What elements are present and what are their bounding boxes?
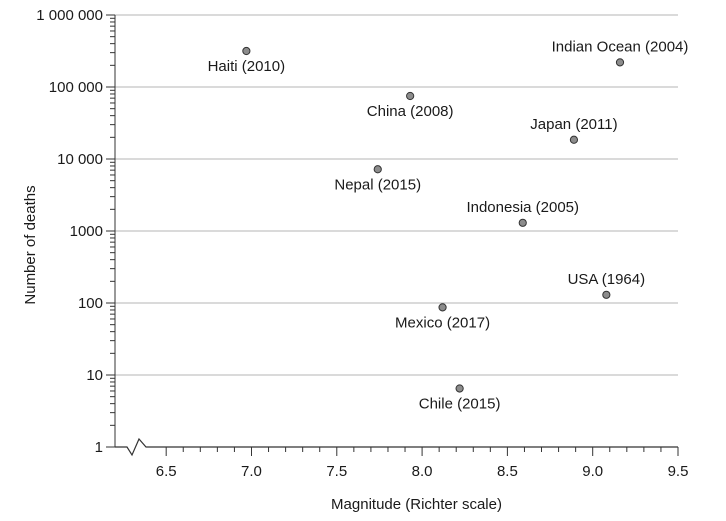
y-tick-label: 100 bbox=[78, 295, 103, 312]
x-tick-label: 7.5 bbox=[326, 463, 347, 480]
data-point bbox=[569, 135, 579, 144]
y-tick-label: 100 000 bbox=[49, 79, 103, 96]
axes bbox=[106, 14, 679, 457]
x-tick-label: 9.5 bbox=[668, 463, 689, 480]
x-tick-label: 7.0 bbox=[241, 463, 262, 480]
data-point bbox=[455, 384, 464, 393]
x-tick-label: 8.0 bbox=[412, 463, 433, 480]
data-label: USA (1964) bbox=[568, 271, 646, 288]
data-label: Haiti (2010) bbox=[208, 58, 286, 75]
y-tick-label: 1 000 000 bbox=[36, 7, 103, 24]
x-tick-labels: 6.5 7.0 7.5 8.0 8.5 9.0 9.5 bbox=[156, 463, 689, 480]
x-tick-label: 9.0 bbox=[582, 463, 603, 480]
x-axis-line bbox=[115, 437, 678, 457]
y-tick-label: 1 bbox=[95, 439, 103, 456]
y-tick-labels: 1 10 100 1000 10 000 100 000 1 000 000 bbox=[36, 7, 103, 456]
x-tick-label: 6.5 bbox=[156, 463, 177, 480]
data-label: Japan (2011) bbox=[530, 116, 617, 133]
data-point bbox=[406, 91, 415, 101]
data-labels: Haiti (2010) China (2008) Nepal (2015) Indi… bbox=[208, 38, 689, 412]
x-axis-title: Magnitude (Richter scale) bbox=[331, 496, 502, 513]
data-label: Mexico (2017) bbox=[395, 314, 490, 331]
data-label: Indian Ocean (2004) bbox=[552, 38, 689, 55]
data-label: Chile (2015) bbox=[419, 395, 501, 412]
x-tick-label: 8.5 bbox=[497, 463, 518, 480]
data-point bbox=[373, 165, 382, 174]
data-label: Nepal (2015) bbox=[334, 176, 421, 193]
data-label: China (2008) bbox=[367, 103, 454, 120]
data-point bbox=[602, 290, 611, 299]
y-axis-title: Number of deaths bbox=[22, 185, 39, 304]
y-tick-label: 10 bbox=[86, 367, 103, 384]
data-point bbox=[438, 303, 447, 312]
data-label: Indonesia (2005) bbox=[466, 199, 579, 216]
data-point bbox=[518, 218, 527, 227]
y-tick-label: 1000 bbox=[70, 223, 103, 240]
grid-lines bbox=[115, 14, 678, 376]
data-points bbox=[242, 46, 625, 393]
data-point bbox=[615, 58, 625, 67]
data-point bbox=[242, 46, 251, 56]
y-tick-label: 10 000 bbox=[57, 151, 103, 168]
